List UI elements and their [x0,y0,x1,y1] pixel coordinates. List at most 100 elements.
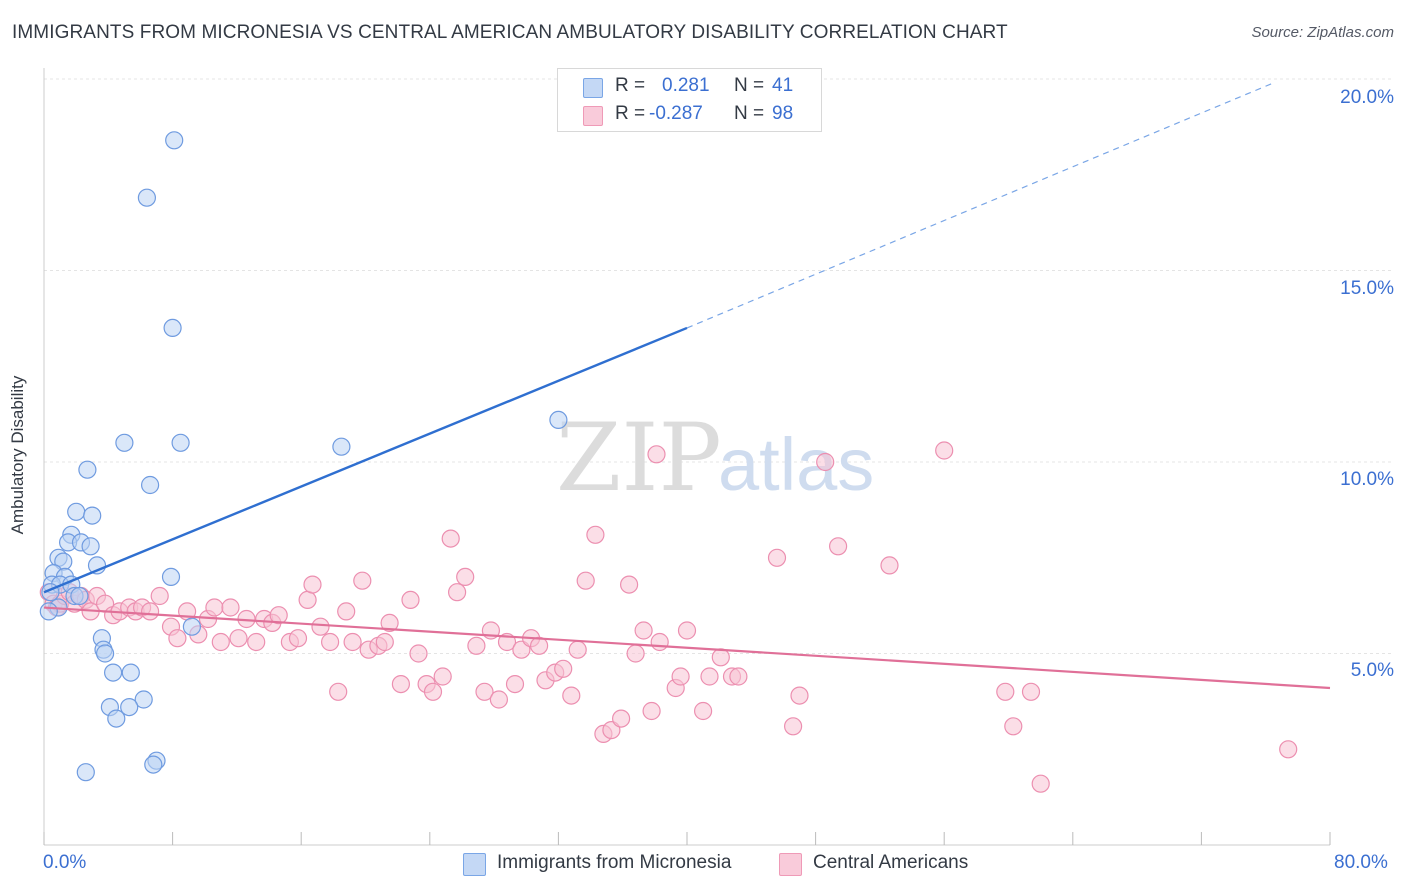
y-tick-label-20: 20.0% [1340,87,1394,108]
axes [43,68,1331,846]
central-americans-point [401,590,420,610]
central-americans-point [1004,717,1023,736]
watermark-zip: ZIP [556,404,722,513]
micronesia-point [165,131,184,150]
central-americans-point [229,629,248,648]
central-americans-point [288,629,308,648]
swatch-central-americans [583,106,603,126]
central-americans-point [409,644,428,663]
central-americans-point [247,632,266,652]
central-americans-point [475,682,494,701]
trend-line-micronesia [43,326,688,594]
central-americans-point [767,548,787,567]
central-americans-point [1031,774,1050,793]
central-americans-point [467,636,486,655]
central-americans-point [611,709,631,728]
micronesia-point [83,506,102,525]
central-americans-point [647,445,666,464]
central-americans-point [693,701,713,721]
micronesia-point [171,433,190,452]
central-americans-point [935,441,954,460]
central-americans-point [456,567,475,587]
central-americans-point [634,621,653,640]
central-americans-point [298,590,317,610]
micronesia-point [161,567,181,587]
central-americans-point [391,674,410,694]
x-tick-label-min: 0.0% [43,852,87,873]
source-label: Source: ZipAtlas.com [1251,24,1394,41]
central-americans-point [311,617,330,636]
central-americans-point [343,632,362,652]
micronesia-point [332,437,351,456]
central-americans-point [783,717,803,736]
central-americans-point [221,598,240,617]
central-americans-point [671,667,690,686]
central-americans-point [1279,740,1298,759]
n-value: 98 [772,103,794,124]
micronesia-point [70,586,89,606]
central-americans-point [996,682,1015,701]
central-americans-point [729,667,748,686]
central-americans-point [141,602,160,621]
legend-swatch-central-americans [779,853,802,876]
watermark-atlas: atlas [718,423,874,506]
central-americans-point [576,571,595,590]
central-americans-point [586,525,605,544]
central-americans-point [489,690,508,709]
n-value: 41 [772,75,794,96]
trend-line-central-americans [43,606,1331,690]
legend-label-micronesia: Immigrants from Micronesia [497,852,732,873]
micronesia-point [103,663,123,682]
y-axis-label: Ambulatory Disability [8,375,27,535]
central-americans-point [433,667,452,686]
micronesia-point [107,709,126,728]
central-americans-point [150,586,169,606]
stats-row-central-americans: R = -0.287 N = 98 [558,101,821,129]
legend-label-central-americans: Central Americans [813,852,969,873]
legend-swatch-micronesia [463,853,486,876]
central-americans-point [303,575,322,594]
central-americans-point [626,644,645,663]
swatch-micronesia [583,78,603,98]
series-central-americans-points [39,441,1298,793]
central-americans-point [880,556,899,575]
y-tick-label-10: 10.0% [1340,469,1394,490]
central-americans-point [568,640,587,659]
central-americans-point [619,575,639,594]
gridlines [44,78,1394,654]
central-americans-point [269,606,288,625]
trend-line-micronesia-extension [686,82,1274,329]
series-micronesia-points [39,131,568,782]
central-americans-point [423,682,443,701]
micronesia-point [39,602,58,621]
micronesia-point [121,663,140,682]
r-label: R = [615,75,646,96]
central-americans-point [353,571,372,590]
micronesia-point [76,763,95,782]
trend-lines [43,82,1331,690]
central-americans-point [380,613,399,633]
watermark: ZIP atlas [556,404,874,513]
n-label: N = [734,75,765,96]
micronesia-point [67,502,86,521]
central-americans-point [816,452,835,472]
micronesia-point [134,690,153,709]
central-americans-point [205,598,224,617]
central-americans-point [650,632,669,652]
n-label: N = [734,103,765,124]
y-tick-label-5: 5.0% [1350,660,1394,681]
micronesia-point [163,318,182,337]
micronesia-point [81,537,100,556]
micronesia-point [141,475,160,495]
central-americans-point [677,621,697,640]
central-americans-point [554,659,573,678]
central-americans-point [529,636,549,655]
micronesia-point [120,697,139,717]
central-americans-point [700,667,719,686]
central-americans-point [505,674,525,694]
r-label: R = [615,103,646,124]
micronesia-point [144,755,163,774]
central-americans-point [211,632,230,652]
micronesia-point [115,433,134,452]
